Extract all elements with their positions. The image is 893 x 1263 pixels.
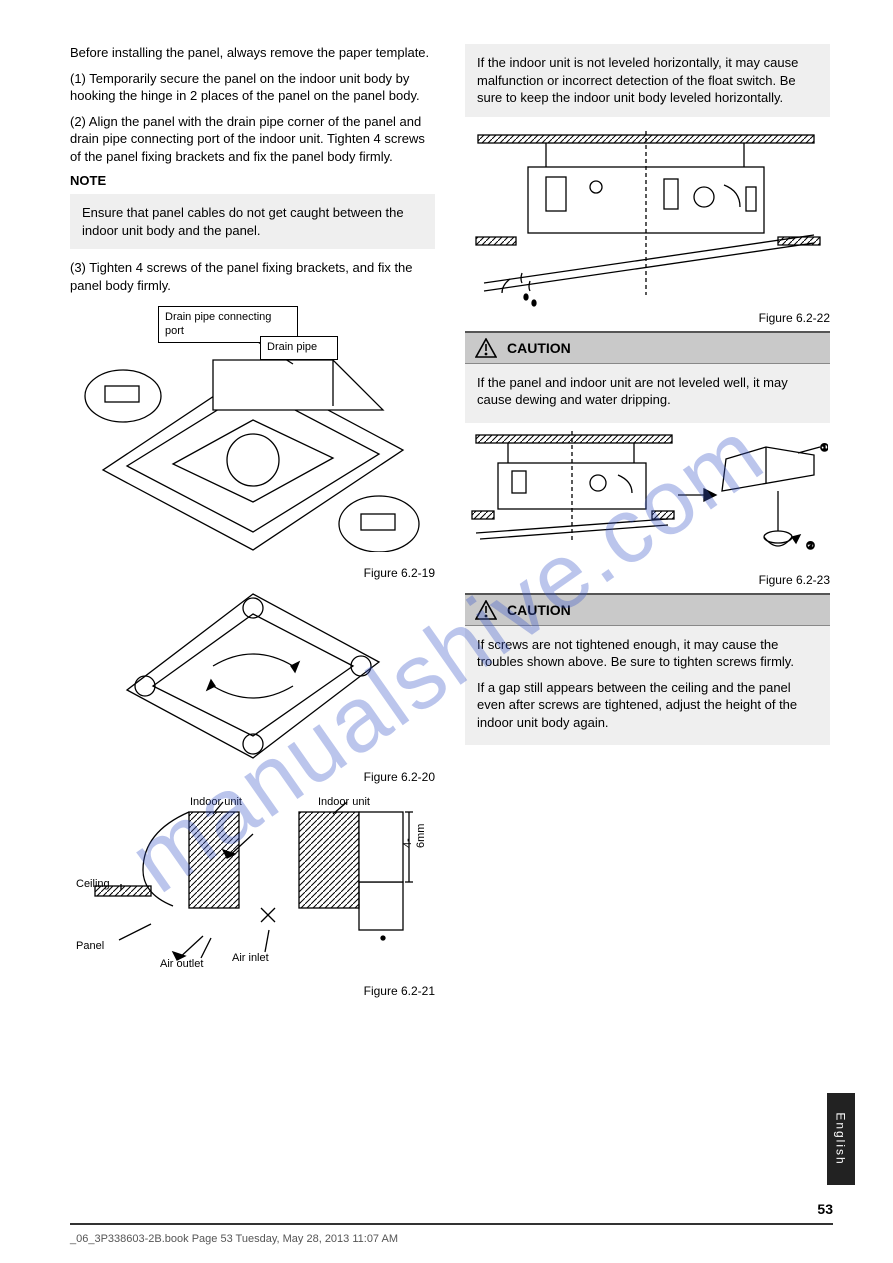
figure-6-2-19: Drain pipe connecting port Drain pipe: [70, 302, 435, 562]
para-step-2: (2) Align the panel with the drain pipe …: [70, 113, 435, 166]
language-tab: English: [827, 1093, 855, 1185]
note-heading: NOTE: [70, 173, 435, 188]
svg-text:②: ②: [806, 541, 815, 552]
caution-1-label: CAUTION: [507, 340, 571, 356]
label-panel: Panel: [76, 940, 104, 953]
footer-model-text: _06_3P338603-2B.book Page 53 Tuesday, Ma…: [70, 1233, 398, 1245]
right-top-box: If the indoor unit is not leveled horizo…: [465, 44, 830, 117]
figure-6-2-22-caption: Figure 6.2-22: [465, 311, 830, 325]
label-air-inlet: Air inlet: [232, 952, 269, 965]
svg-text:①: ①: [820, 443, 828, 454]
caution-2-label: CAUTION: [507, 602, 571, 618]
figure-6-2-22: [465, 127, 830, 307]
left-column: Before installing the panel, always remo…: [70, 44, 435, 1004]
warning-icon: [475, 600, 497, 620]
label-ceiling: Ceiling: [76, 878, 110, 891]
label-air-outlet: Air outlet: [160, 958, 203, 971]
figure-6-2-19-caption: Figure 6.2-19: [70, 566, 435, 580]
figure-6-2-23: ① ②: [465, 429, 830, 569]
caution-2-bar: CAUTION: [465, 593, 830, 626]
page-number: 53: [817, 1201, 833, 1217]
warning-icon: [475, 338, 497, 358]
caution-2-p1: If screws are not tightened enough, it m…: [477, 636, 818, 671]
language-tab-text: English: [834, 1112, 848, 1165]
figure-6-2-21-caption: Figure 6.2-21: [70, 984, 435, 998]
para-step-1: (1) Temporarily secure the panel on the …: [70, 70, 435, 105]
label-indoor-unit-2: Indoor unit: [318, 796, 370, 809]
caution-2-p2: If a gap still appears between the ceili…: [477, 679, 818, 732]
figure-6-2-21: Ceiling Indoor unit Indoor unit Panel Ai…: [70, 790, 435, 980]
para-intro-1: Before installing the panel, always remo…: [70, 44, 435, 62]
label-drain-pipe: Drain pipe: [260, 336, 338, 359]
note-box: Ensure that panel cables do not get caug…: [70, 194, 435, 249]
figure-6-2-23-caption: Figure 6.2-23: [465, 573, 830, 587]
caution-2-body: If screws are not tightened enough, it m…: [465, 626, 830, 746]
figure-6-2-20-caption: Figure 6.2-20: [70, 770, 435, 784]
label-indoor-unit: Indoor unit: [190, 796, 242, 809]
caution-1-body: If the panel and indoor unit are not lev…: [465, 364, 830, 423]
figure-6-2-20: [70, 586, 435, 766]
caution-1-bar: CAUTION: [465, 331, 830, 364]
footer-rule: [70, 1223, 833, 1225]
right-column: If the indoor unit is not leveled horizo…: [465, 44, 830, 1004]
para-step-3: (3) Tighten 4 screws of the panel fixing…: [70, 259, 435, 294]
label-gap-dim: 4-6mm: [402, 815, 428, 848]
